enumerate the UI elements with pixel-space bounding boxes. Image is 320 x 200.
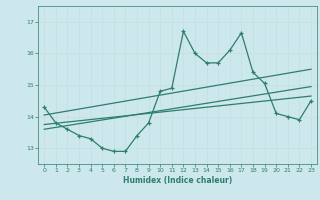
X-axis label: Humidex (Indice chaleur): Humidex (Indice chaleur) <box>123 176 232 185</box>
